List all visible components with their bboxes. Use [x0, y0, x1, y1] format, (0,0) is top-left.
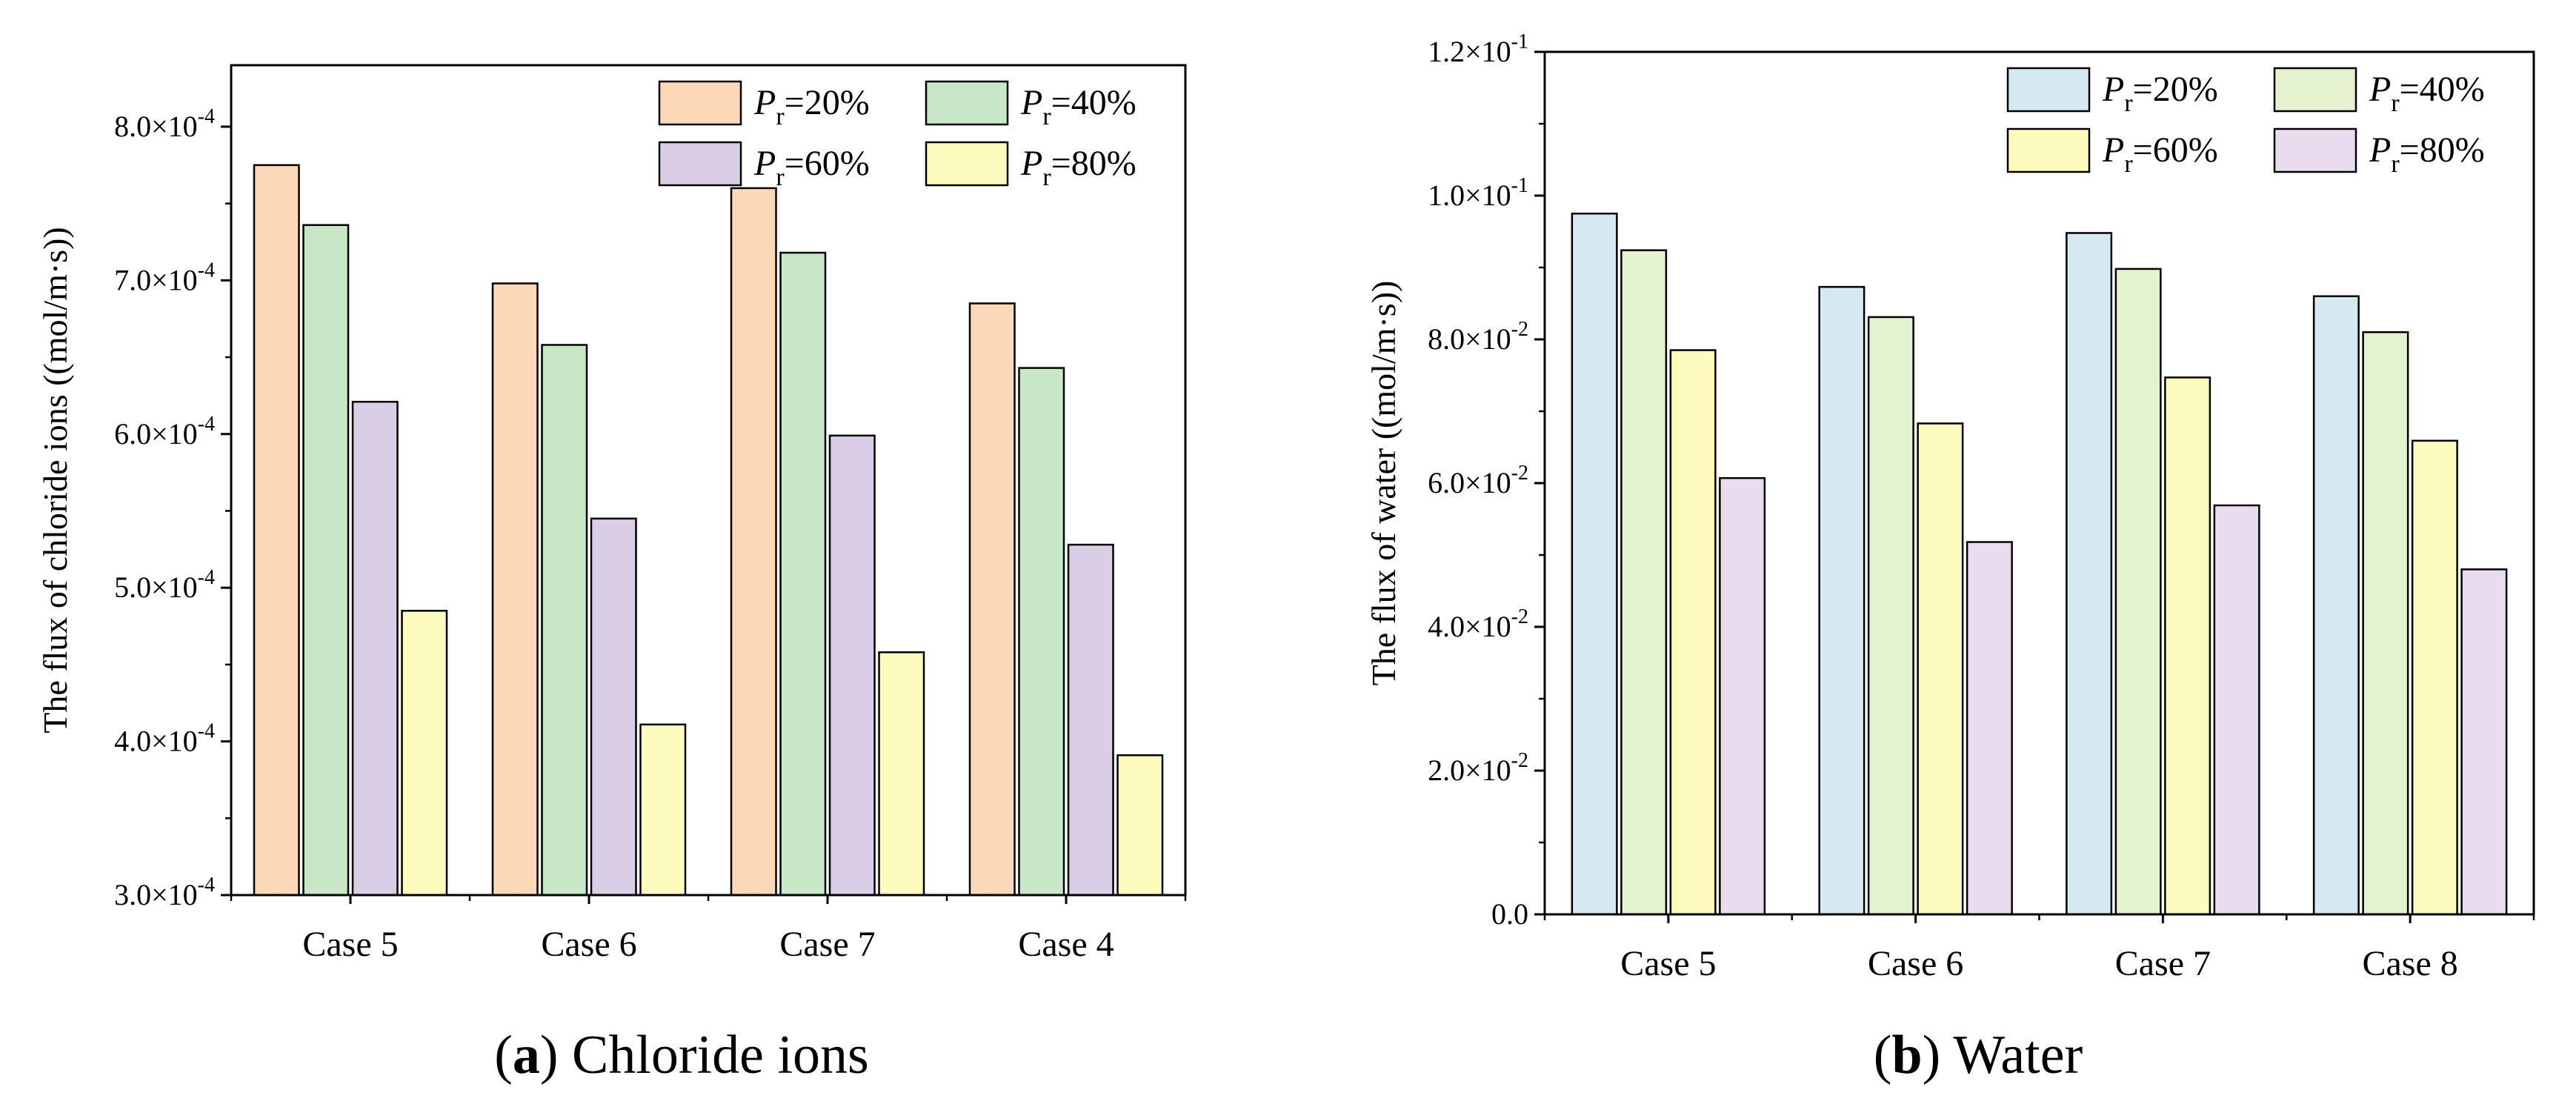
- x-tick-label: Case 6: [541, 925, 636, 964]
- bar-case-5-60pct: [1669, 349, 1717, 916]
- legend-item: Pr=40%: [925, 80, 1136, 130]
- x-tick-label: Case 5: [1620, 944, 1716, 983]
- legend-item: Pr=20%: [2006, 67, 2218, 117]
- legend-swatch: [658, 141, 742, 187]
- bar-case-7-80pct: [878, 651, 925, 897]
- bar-case-7-20pct: [730, 187, 777, 897]
- bar-case-8-20pct: [2312, 295, 2360, 916]
- legend-item: Pr=60%: [658, 141, 870, 191]
- y-tick-label: 6.0×10-2: [1428, 462, 1528, 499]
- legend-label: Pr=60%: [753, 144, 870, 191]
- legend-item: Pr=80%: [2273, 127, 2485, 178]
- legend-label: Pr=40%: [2369, 70, 2485, 117]
- y-tick-label: 5.0×10-4: [114, 566, 215, 604]
- legend-swatch: [2006, 67, 2091, 113]
- bar-case-5-80pct: [1719, 476, 1766, 916]
- bar-case-6-20pct: [491, 282, 539, 897]
- x-tick-label: Case 8: [2362, 944, 2457, 983]
- bar-case-7-20pct: [2066, 232, 2113, 916]
- bar-case-4-40pct: [1018, 367, 1065, 897]
- bar-case-5-40pct: [302, 224, 350, 897]
- legend-label: Pr=40%: [1020, 83, 1136, 130]
- y-tick-label: 2.0×10-2: [1428, 749, 1528, 787]
- legend-swatch: [2006, 127, 2091, 173]
- bar-case-7-40pct: [2114, 267, 2162, 916]
- bar-case-7-60pct: [2164, 376, 2211, 916]
- panel-caption: (a) Chloride ions: [494, 1025, 869, 1086]
- bar-case-5-80pct: [401, 610, 448, 897]
- x-tick-label: Case 5: [302, 925, 398, 964]
- bar-case-7-80pct: [2213, 504, 2260, 916]
- bar-case-6-60pct: [1917, 422, 1964, 916]
- legend-swatch: [2273, 67, 2357, 113]
- bar-case-5-20pct: [1571, 213, 1618, 916]
- bar-case-4-80pct: [1116, 754, 1164, 897]
- y-tick-label: 1.0×10-1: [1428, 174, 1528, 212]
- y-axis-label: The flux of water ((mol/m·s)): [1365, 281, 1402, 686]
- x-tick-label: Case 4: [1018, 925, 1114, 964]
- legend-item: Pr=60%: [2006, 127, 2218, 178]
- bar-case-5-20pct: [253, 164, 300, 897]
- y-tick-label: 8.0×10-4: [114, 105, 215, 143]
- bar-case-5-60pct: [351, 400, 399, 897]
- bar-case-7-40pct: [779, 251, 827, 897]
- bar-case-6-80pct: [639, 723, 687, 897]
- legend-swatch: [2273, 127, 2357, 173]
- bar-case-8-80pct: [2460, 568, 2508, 916]
- legend-item: Pr=40%: [2273, 67, 2485, 117]
- x-tick-label: Case 6: [1868, 944, 1963, 983]
- legend-label: Pr=20%: [2102, 70, 2218, 117]
- bar-case-5-40pct: [1620, 249, 1668, 916]
- legend-label: Pr=20%: [753, 83, 870, 130]
- y-tick-label: 3.0×10-4: [114, 874, 215, 911]
- y-axis-label: The flux of chloride ions ((mol/m·s)): [36, 227, 74, 733]
- y-tick-label: 0.0: [1491, 897, 1528, 931]
- y-tick-label: 1.2×10-1: [1428, 30, 1528, 68]
- legend-label: Pr=80%: [2369, 130, 2485, 178]
- bar-case-6-40pct: [541, 344, 588, 897]
- y-tick-label: 4.0×10-2: [1428, 605, 1528, 643]
- x-tick-label: Case 7: [2115, 944, 2211, 983]
- legend-swatch: [925, 141, 1009, 187]
- bar-case-4-60pct: [1067, 543, 1114, 897]
- y-tick-label: 7.0×10-4: [114, 259, 215, 296]
- bar-case-6-60pct: [590, 517, 637, 897]
- chart-panel-a: 3.0×10-4 4.0×10-4 5.0×10-4 6.0×10-4 7.0×10-4…: [36, 64, 1187, 1086]
- y-tick-label: 4.0×10-4: [114, 720, 215, 758]
- legend-item: Pr=80%: [925, 141, 1136, 191]
- bar-case-4-20pct: [968, 302, 1016, 897]
- legend-label: Pr=60%: [2102, 130, 2218, 178]
- x-tick-label: Case 7: [779, 925, 875, 964]
- bar-case-8-40pct: [2362, 331, 2409, 916]
- legend-item: Pr=20%: [658, 80, 870, 130]
- bar-case-7-60pct: [828, 434, 876, 897]
- bar-case-6-20pct: [1818, 285, 1866, 916]
- bar-case-8-60pct: [2411, 439, 2458, 916]
- legend-swatch: [658, 80, 742, 126]
- chart-panel-b: 0.0 2.0×10-2 4.0×10-2 6.0×10-2 8.0×10-2 1.0×1…: [1365, 30, 2535, 1086]
- bar-case-6-80pct: [1966, 541, 2013, 916]
- panel-caption: (b) Water: [1874, 1025, 2083, 1086]
- y-tick-label: 6.0×10-4: [114, 413, 215, 451]
- y-tick-label: 8.0×10-2: [1428, 318, 1528, 356]
- legend-swatch: [925, 80, 1009, 126]
- bar-case-6-40pct: [1867, 316, 1914, 916]
- legend-label: Pr=80%: [1020, 144, 1136, 191]
